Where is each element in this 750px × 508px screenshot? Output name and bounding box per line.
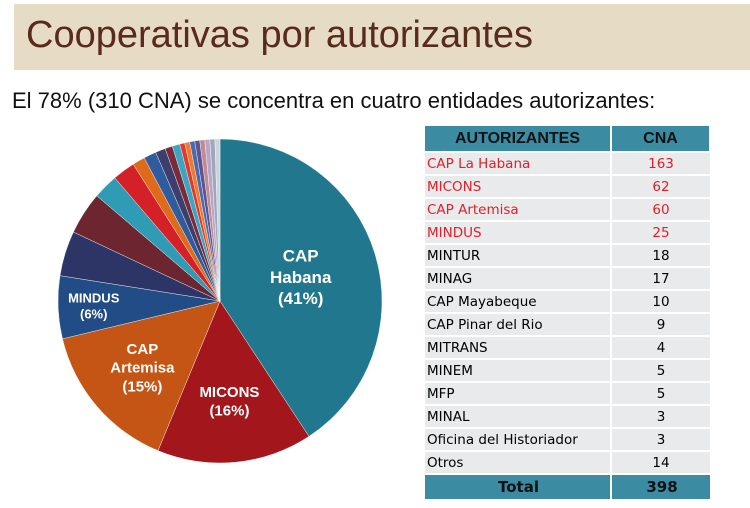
row-value: 62 bbox=[610, 175, 710, 199]
slice-label: Artemisa bbox=[110, 360, 175, 377]
pie-slice bbox=[62, 300, 221, 451]
slice-label: (16%) bbox=[209, 403, 249, 420]
table-row: CAP Pinar del Rio 9 bbox=[423, 313, 710, 337]
slice-label: Habana bbox=[270, 268, 332, 287]
row-name: Otros bbox=[423, 451, 611, 475]
row-name: CAP Mayabeque bbox=[423, 290, 611, 314]
column-header-autorizantes: AUTORIZANTES bbox=[423, 124, 612, 153]
slice-label: (6%) bbox=[80, 307, 107, 322]
table-row: MINDUS 25 bbox=[423, 221, 710, 245]
row-value: 5 bbox=[610, 359, 710, 383]
row-value: 10 bbox=[610, 290, 710, 314]
row-name: CAP Artemisa bbox=[423, 198, 611, 222]
table-row: Oficina del Historiador 3 bbox=[423, 428, 710, 452]
row-name: CAP La Habana bbox=[423, 152, 611, 176]
pie-slice bbox=[219, 138, 383, 437]
total-value: 398 bbox=[610, 474, 710, 501]
row-name: Oficina del Historiador bbox=[423, 428, 611, 452]
row-value: 163 bbox=[610, 152, 710, 176]
row-name: MINEM bbox=[423, 359, 611, 383]
row-name: MICONS bbox=[423, 175, 611, 199]
row-value: 3 bbox=[610, 405, 710, 429]
slice-label: MINDUS bbox=[68, 290, 120, 305]
table-row: MINEM 5 bbox=[423, 359, 710, 383]
subtitle: El 78% (310 CNA) se concentra en cuatro … bbox=[12, 88, 656, 113]
table-row: CAP La Habana 163 bbox=[423, 152, 710, 176]
total-row: Total 398 bbox=[423, 474, 710, 501]
row-value: 60 bbox=[610, 198, 710, 222]
total-label: Total bbox=[423, 474, 611, 501]
row-name: MITRANS bbox=[423, 336, 611, 360]
table-row: Otros 14 bbox=[423, 451, 710, 475]
row-name: MINAL bbox=[423, 405, 611, 429]
table-row: CAP Artemisa 60 bbox=[423, 198, 710, 222]
pie-slice bbox=[157, 300, 310, 464]
table-row: MICONS 62 bbox=[423, 175, 710, 199]
table-row: MINTUR 18 bbox=[423, 244, 710, 268]
row-name: MINTUR bbox=[423, 244, 611, 268]
table-row: MITRANS 4 bbox=[423, 336, 710, 360]
pie-slice bbox=[214, 138, 221, 302]
row-value: 5 bbox=[610, 382, 710, 406]
row-value: 3 bbox=[610, 428, 710, 452]
row-name: MFP bbox=[423, 382, 611, 406]
slice-label: CAP bbox=[283, 247, 319, 266]
autorizantes-table: AUTORIZANTES CNA CAP La Habana 163 MICONS 6… bbox=[423, 124, 711, 501]
row-name: MINAG bbox=[423, 267, 611, 291]
slice-label: (15%) bbox=[122, 378, 162, 395]
row-name: MINDUS bbox=[423, 221, 611, 245]
row-value: 4 bbox=[610, 336, 710, 360]
column-header-cna: CNA bbox=[610, 124, 711, 153]
row-value: 17 bbox=[610, 267, 710, 291]
row-value: 18 bbox=[610, 244, 710, 268]
table-row: MFP 5 bbox=[423, 382, 710, 406]
table-row: CAP Mayabeque 10 bbox=[423, 290, 710, 314]
slice-label: MICONS bbox=[199, 384, 259, 401]
row-value: 9 bbox=[610, 313, 710, 337]
page-title: Cooperativas por autorizantes bbox=[26, 14, 533, 56]
row-name: CAP Pinar del Rio bbox=[423, 313, 611, 337]
table-row: MINAL 3 bbox=[423, 405, 710, 429]
row-value: 25 bbox=[610, 221, 710, 245]
slice-label: (41%) bbox=[278, 289, 323, 308]
title-bar bbox=[14, 4, 750, 70]
row-value: 14 bbox=[610, 451, 710, 475]
slice-label: CAP bbox=[127, 341, 159, 358]
table-row: MINAG 17 bbox=[423, 267, 710, 291]
